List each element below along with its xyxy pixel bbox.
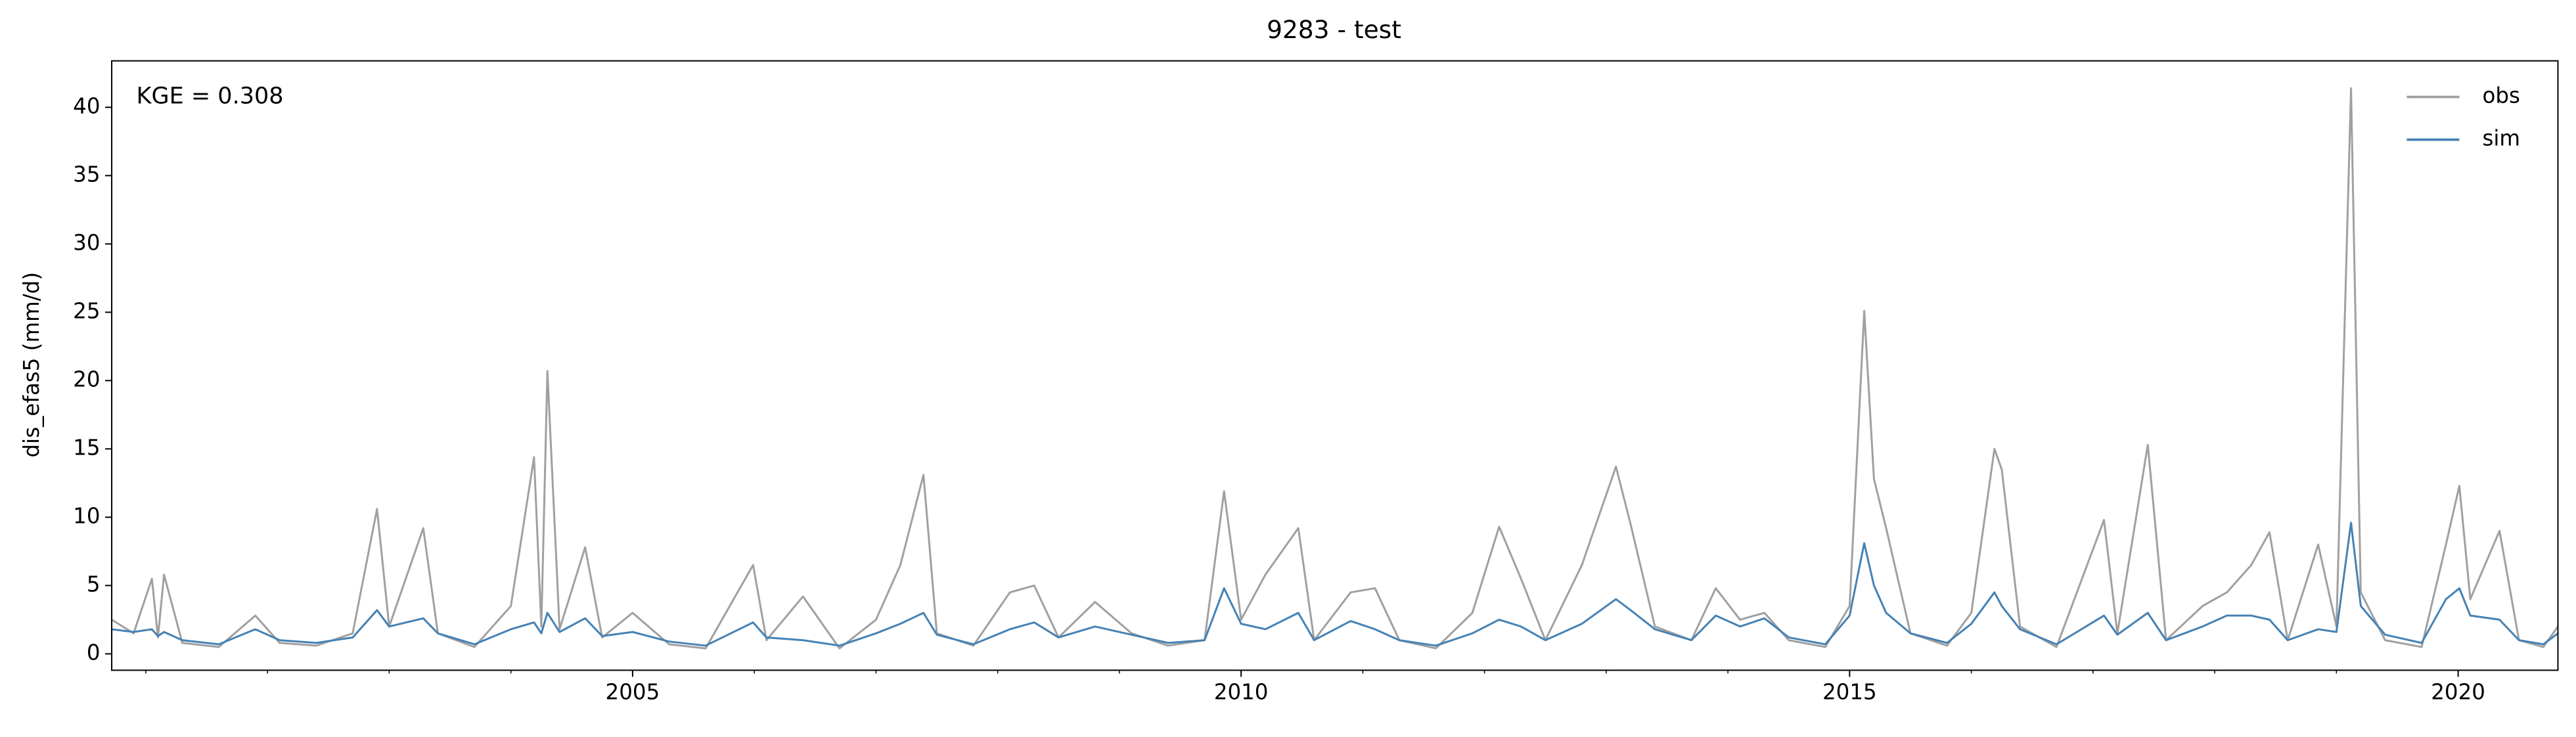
- y-tick-label: 30: [73, 230, 100, 255]
- x-tick-label: 2015: [1822, 679, 1877, 704]
- x-tick-label: 2020: [2431, 679, 2485, 704]
- y-tick-label: 5: [87, 571, 101, 596]
- annotation: KGE = 0.308: [137, 83, 284, 110]
- y-tick-label: 25: [73, 298, 100, 323]
- x-tick-label: 2005: [606, 679, 660, 704]
- series-line: [111, 522, 2559, 647]
- y-tick-label: 20: [73, 367, 100, 391]
- series-line: [111, 87, 2559, 650]
- y-tick-label: 35: [73, 162, 100, 187]
- plot-frame: [111, 60, 2559, 671]
- y-axis-label: dis_efas5 (mm/d): [19, 272, 44, 457]
- legend-label: sim: [2482, 126, 2520, 151]
- y-tick-label: 0: [87, 640, 101, 665]
- y-tick-label: 10: [73, 503, 100, 528]
- y-tick-label: 40: [73, 93, 100, 118]
- x-tick-label: 2010: [1214, 679, 1269, 704]
- chart-title: 9283 - test: [1267, 15, 1401, 44]
- y-tick-label: 15: [73, 435, 100, 460]
- legend-label: obs: [2482, 83, 2520, 108]
